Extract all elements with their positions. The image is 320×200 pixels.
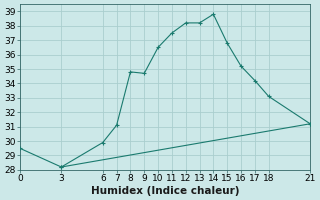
X-axis label: Humidex (Indice chaleur): Humidex (Indice chaleur) <box>91 186 239 196</box>
